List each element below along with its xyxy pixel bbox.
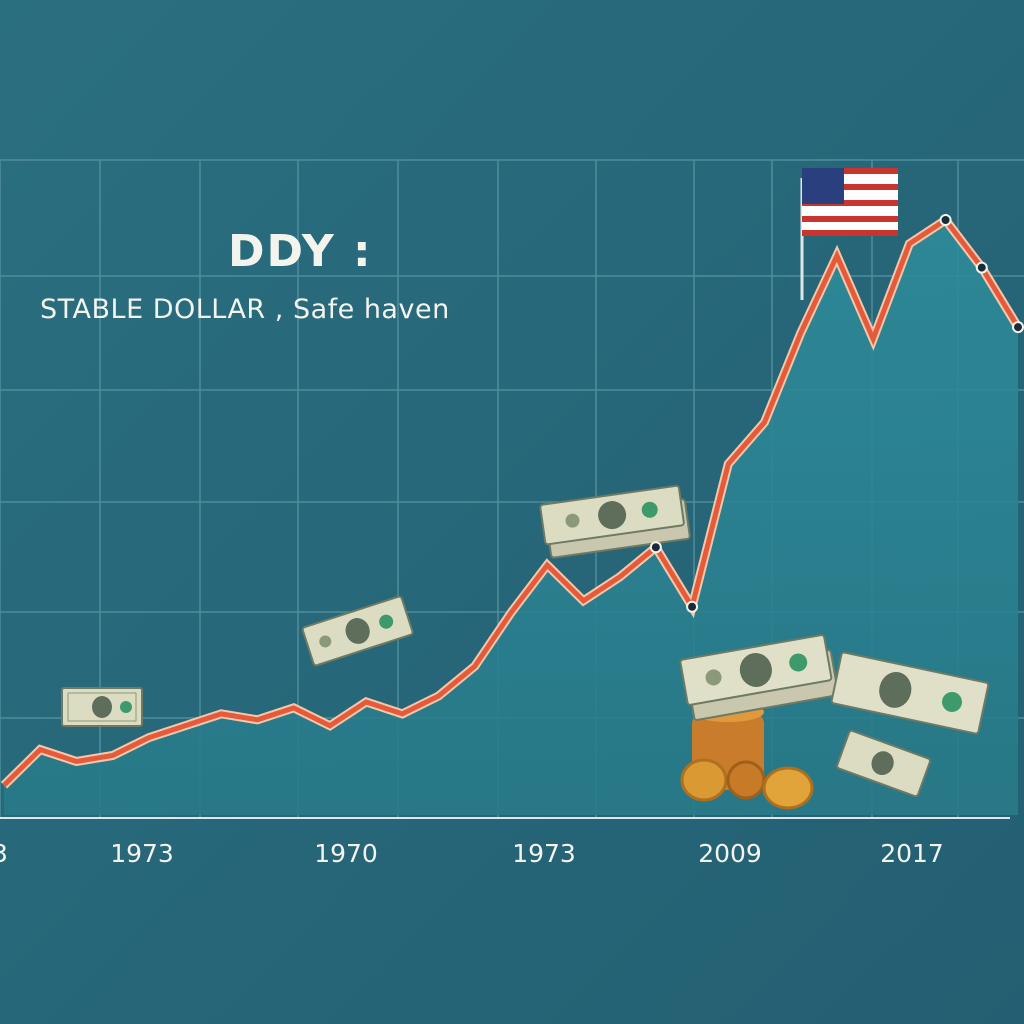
x-axis-ticks: 3 1973 1970 1973 2009 2017 (0, 839, 944, 868)
x-tick-label: 1970 (314, 839, 378, 868)
chart-subtitle: STABLE DOLLAR , Safe haven (40, 294, 450, 325)
data-point (939, 214, 952, 226)
chart-title: DDY : (228, 226, 373, 277)
data-point (1012, 321, 1024, 334)
x-tick-label: 2017 (880, 839, 944, 868)
data-point (975, 261, 988, 274)
dollar-bill-icon (679, 634, 840, 721)
line-series (0, 213, 1022, 789)
series-line (2, 216, 1021, 788)
dollar-bill-icon (61, 687, 143, 727)
data-point (649, 541, 662, 554)
x-tick-label: 2009 (698, 839, 762, 868)
x-tick-label: 1973 (110, 839, 174, 868)
x-tick-label: 1973 (512, 839, 576, 868)
data-markers (649, 214, 1024, 613)
x-tick-label: 3 (0, 839, 8, 868)
dollar-bill-icon (836, 729, 931, 798)
dollar-bill-icon (301, 595, 414, 667)
data-point (686, 600, 699, 613)
us-flag-icon (800, 168, 898, 300)
dollar-bill-icon (830, 651, 990, 735)
